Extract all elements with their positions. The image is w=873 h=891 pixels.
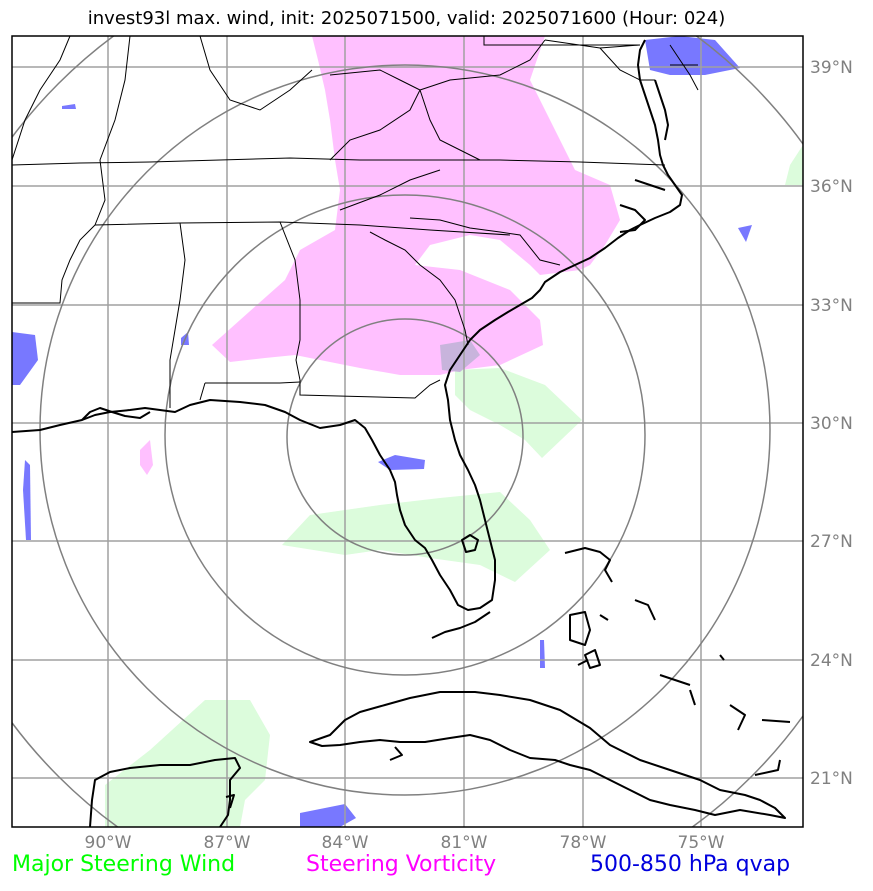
legend-steering-vorticity: Steering Vorticity [306,852,497,877]
borders [12,36,699,408]
lat-label-39: 39°N [810,58,853,78]
coastlines [12,39,791,827]
lon-label-75: 75°W [678,833,725,853]
lon-label-90: 90°W [85,833,132,853]
lat-label-33: 33°N [810,296,853,316]
gridlines [12,36,803,827]
lat-label-21: 21°N [810,769,853,789]
lon-label-84: 84°W [322,833,369,853]
lon-label-87: 87°W [204,833,251,853]
legend-steering-wind: Major Steering Wind [12,852,236,877]
lat-label-24: 24°N [810,651,853,671]
lat-label-36: 36°N [810,177,853,197]
lon-tick-labels: 90°W 87°W 84°W 81°W 78°W 75°W [85,833,725,853]
lat-tick-labels: 39°N 36°N 33°N 30°N 27°N 24°N 21°N [810,58,853,789]
legend-qvap: 500-850 hPa qvap [590,852,791,877]
lon-label-78: 78°W [560,833,607,853]
map-title: invest93l max. wind, init: 2025071500, v… [87,8,726,29]
lon-label-81: 81°W [441,833,488,853]
lat-label-27: 27°N [810,532,853,552]
steering-vorticity-areas [140,36,620,475]
lat-label-30: 30°N [810,414,853,434]
map-frame [11,35,804,828]
